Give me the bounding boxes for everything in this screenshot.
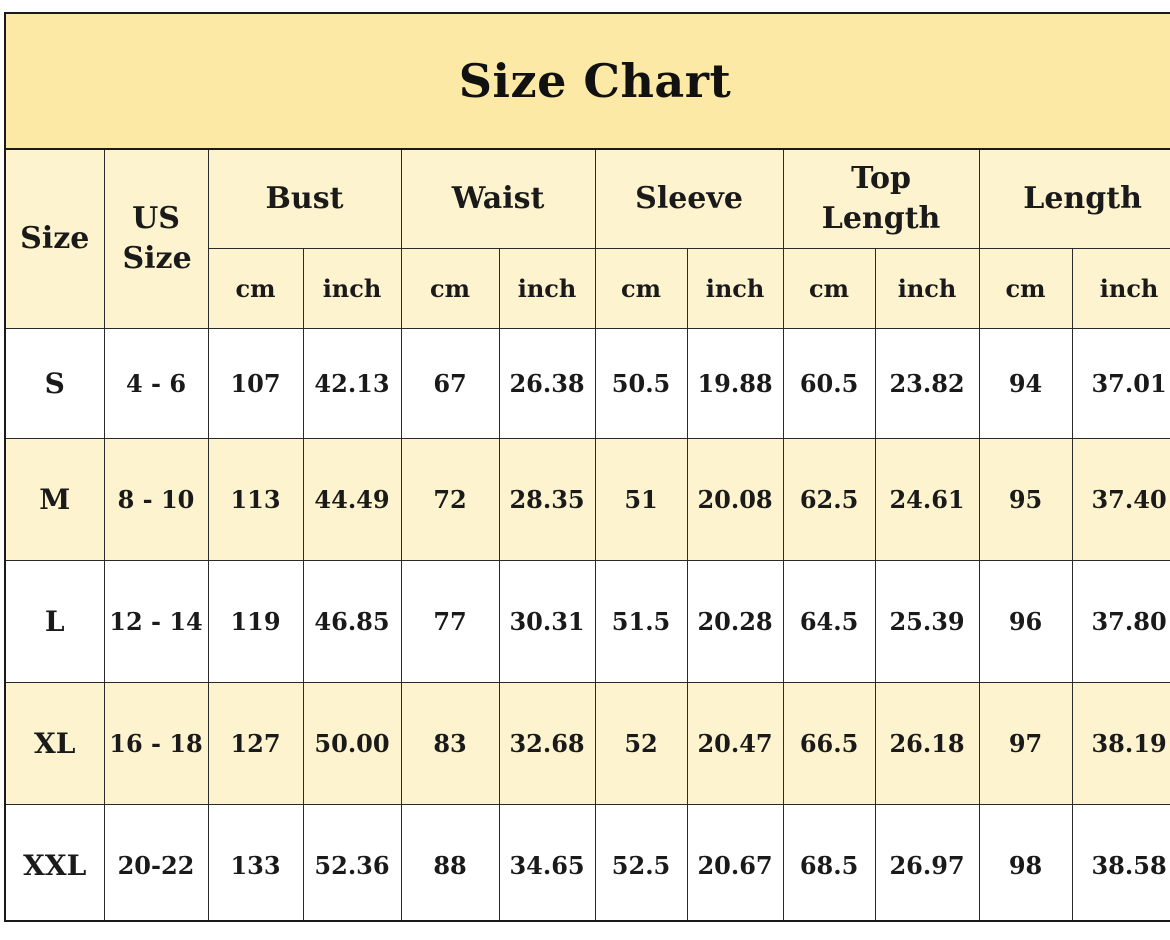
top-length-inch-cell: 25.39 <box>874 559 980 683</box>
sleeve-inch-cell: 20.28 <box>686 559 784 683</box>
length-cm-header: cm <box>978 247 1073 329</box>
bust-inch-cell: 44.49 <box>302 437 402 561</box>
sleeve-header: Sleeve <box>594 150 784 249</box>
table-row: M 8 - 10 113 44.49 72 28.35 51 20.08 62.… <box>6 437 1170 561</box>
sleeve-cm-cell: 51 <box>594 437 688 561</box>
waist-cm-cell: 77 <box>400 559 500 683</box>
length-cm-cell: 96 <box>978 559 1073 683</box>
table-row: L 12 - 14 119 46.85 77 30.31 51.5 20.28 … <box>6 559 1170 683</box>
top-length-header: Top Length <box>782 150 980 249</box>
top-length-inch-cell: 26.97 <box>874 803 980 920</box>
sleeve-inch-cell: 20.67 <box>686 803 784 920</box>
length-inch-cell: 37.01 <box>1071 327 1170 439</box>
sleeve-inch-cell: 19.88 <box>686 327 784 439</box>
length-cm-cell: 95 <box>978 437 1073 561</box>
bust-inch-cell: 46.85 <box>302 559 402 683</box>
top-length-cm-cell: 66.5 <box>782 681 876 805</box>
table-row: XXL 20-22 133 52.36 88 34.65 52.5 20.67 … <box>6 803 1170 920</box>
size-cell: XL <box>6 681 105 805</box>
top-length-cm-cell: 60.5 <box>782 327 876 439</box>
top-length-inch-cell: 24.61 <box>874 437 980 561</box>
waist-inch-cell: 28.35 <box>498 437 596 561</box>
length-inch-cell: 38.58 <box>1071 803 1170 920</box>
bust-cm-cell: 119 <box>207 559 304 683</box>
top-length-cm-cell: 62.5 <box>782 437 876 561</box>
bust-inch-cell: 42.13 <box>302 327 402 439</box>
length-cm-cell: 98 <box>978 803 1073 920</box>
top-length-inch-header: inch <box>874 247 980 329</box>
bust-cm-header: cm <box>208 247 304 329</box>
waist-cm-cell: 67 <box>400 327 500 439</box>
sleeve-cm-cell: 52 <box>594 681 688 805</box>
size-header: Size <box>6 150 105 329</box>
header-row-groups: Size US Size Bust Waist Sleeve Top Lengt… <box>6 150 1170 329</box>
top-length-cm-cell: 64.5 <box>782 559 876 683</box>
top-length-inch-cell: 23.82 <box>874 327 980 439</box>
bust-inch-cell: 52.36 <box>302 803 402 920</box>
us-size-cell: 4 - 6 <box>103 327 209 439</box>
waist-cm-cell: 88 <box>400 803 500 920</box>
top-length-inch-cell: 26.18 <box>874 681 980 805</box>
us-size-cell: 16 - 18 <box>103 681 209 805</box>
us-size-header: US Size <box>103 150 209 329</box>
length-header: Length <box>978 150 1170 249</box>
waist-cm-header: cm <box>400 247 500 329</box>
sleeve-inch-cell: 20.47 <box>686 681 784 805</box>
header-row-units: cm inch cm inch cm inch cm inch cm inch <box>6 247 1170 329</box>
waist-inch-cell: 26.38 <box>498 327 596 439</box>
top-length-cm-cell: 68.5 <box>782 803 876 920</box>
length-inch-cell: 37.40 <box>1071 437 1170 561</box>
bust-cm-cell: 113 <box>207 437 304 561</box>
size-cell: M <box>6 437 105 561</box>
size-table: Size US Size Bust Waist Sleeve Top Lengt… <box>6 150 1170 920</box>
sleeve-cm-header: cm <box>594 247 688 329</box>
waist-cm-cell: 72 <box>400 437 500 561</box>
length-inch-header: inch <box>1071 247 1170 329</box>
bust-header: Bust <box>207 150 402 249</box>
waist-inch-cell: 32.68 <box>498 681 596 805</box>
chart-title: Size Chart <box>458 54 732 108</box>
bust-cm-cell: 133 <box>207 803 304 920</box>
bust-cm-cell: 127 <box>207 681 304 805</box>
sleeve-inch-cell: 20.08 <box>686 437 784 561</box>
sleeve-cm-cell: 52.5 <box>594 803 688 920</box>
waist-inch-cell: 30.31 <box>498 559 596 683</box>
length-cm-cell: 97 <box>978 681 1073 805</box>
length-inch-cell: 37.80 <box>1071 559 1170 683</box>
length-inch-cell: 38.19 <box>1071 681 1170 805</box>
size-chart: Size Chart Size US Size Bust Waist Sleev… <box>4 12 1170 922</box>
us-size-cell: 12 - 14 <box>103 559 209 683</box>
bust-inch-cell: 50.00 <box>302 681 402 805</box>
length-cm-cell: 94 <box>978 327 1073 439</box>
bust-cm-cell: 107 <box>207 327 304 439</box>
top-length-cm-header: cm <box>782 247 876 329</box>
waist-cm-cell: 83 <box>400 681 500 805</box>
bust-inch-header: inch <box>302 247 402 329</box>
title-bar: Size Chart <box>6 14 1170 150</box>
size-cell: XXL <box>6 803 105 920</box>
sleeve-inch-header: inch <box>686 247 784 329</box>
size-cell: S <box>6 327 105 439</box>
table-row: S 4 - 6 107 42.13 67 26.38 50.5 19.88 60… <box>6 327 1170 439</box>
sleeve-cm-cell: 50.5 <box>594 327 688 439</box>
waist-header: Waist <box>400 150 596 249</box>
us-size-cell: 8 - 10 <box>103 437 209 561</box>
size-cell: L <box>6 559 105 683</box>
table-row: XL 16 - 18 127 50.00 83 32.68 52 20.47 6… <box>6 681 1170 805</box>
waist-inch-header: inch <box>498 247 596 329</box>
waist-inch-cell: 34.65 <box>498 803 596 920</box>
us-size-cell: 20-22 <box>103 803 209 920</box>
sleeve-cm-cell: 51.5 <box>594 559 688 683</box>
